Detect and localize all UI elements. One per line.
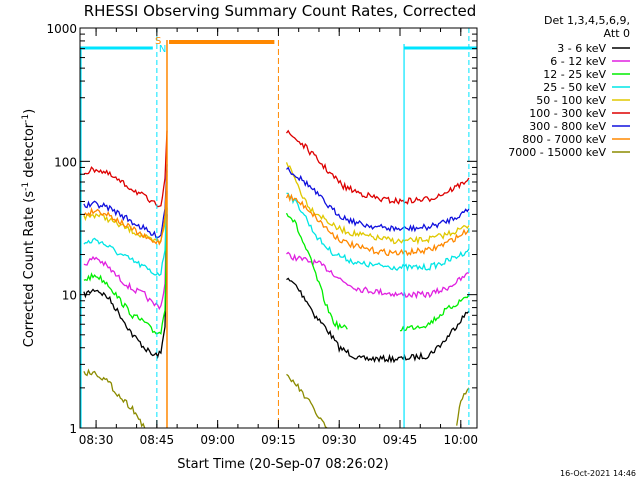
legend-label-5: 100 - 300 keV [529, 107, 606, 120]
series-line-6-0 [83, 164, 168, 239]
series-line-5-0 [83, 130, 168, 208]
footer-date: 16-Oct-2021 14:46 [560, 469, 636, 478]
n-flag-label: N [159, 44, 166, 55]
flag-layer: NS [80, 36, 477, 55]
series-line-6-1 [286, 166, 470, 233]
x-tick-label-4: 09:30 [322, 433, 357, 447]
legend-label-3: 25 - 50 keV [543, 81, 606, 94]
x-tick-label-3: 09:15 [261, 433, 296, 447]
series-line-7-1 [285, 192, 470, 257]
y-tick-label-1: 10 [62, 289, 77, 303]
chart-title: RHESSI Observing Summary Count Rates, Co… [84, 2, 477, 20]
series-line-8-2 [456, 387, 470, 426]
legend-label-2: 12 - 25 keV [543, 68, 606, 81]
series-line-3-1 [286, 192, 470, 272]
legend-label-0: 3 - 6 keV [557, 42, 606, 55]
series-line-7-0 [83, 170, 168, 246]
series-line-4-1 [285, 162, 470, 246]
series-line-1-0 [83, 190, 168, 311]
y-tick-label-3: 1000 [46, 22, 77, 36]
s-flag-label: S [155, 36, 161, 47]
x-tick-label-6: 10:00 [443, 433, 478, 447]
x-tick-label-1: 08:45 [140, 433, 175, 447]
legend-header-attenuator: Att 0 [604, 27, 630, 40]
series-line-2-0 [83, 207, 168, 335]
x-tick-label-5: 09:45 [383, 433, 418, 447]
series-line-5-1 [285, 129, 470, 205]
legend-label-7: 800 - 7000 keV [522, 133, 606, 146]
axis-layer: 08:30 08:45 09:00 09:15 09:30 09:45 10:00 1 10 10… [46, 22, 478, 447]
series-line-1-1 [286, 251, 470, 300]
x-axis-label: Start Time (20-Sep-07 08:26:02) [177, 457, 388, 472]
series-line-3-0 [83, 181, 168, 277]
legend-label-4: 50 - 100 keV [536, 94, 606, 107]
series-line-8-0 [83, 368, 146, 429]
legend-label-1: 6 - 12 keV [550, 55, 606, 68]
legend-header-detectors: Det 1,3,4,5,6,9, [544, 14, 630, 27]
x-tick-label-2: 09:00 [200, 433, 235, 447]
series-line-8-1 [286, 373, 328, 429]
legend-label-8: 7000 - 15000 keV [508, 146, 606, 159]
y-tick-label-0: 1 [69, 422, 77, 436]
series-line-0-1 [286, 277, 470, 364]
series-layer [83, 129, 470, 429]
y-tick-label-2: 100 [54, 155, 77, 169]
series-line-0-0 [83, 214, 168, 359]
series-line-2-2 [399, 294, 470, 332]
x-tick-label-0: 08:30 [79, 433, 114, 447]
legend-label-6: 300 - 800 keV [529, 120, 606, 133]
series-line-2-1 [285, 212, 348, 331]
y-axis-label: Corrected Count Rate (s-1 detector-1) [21, 109, 37, 347]
